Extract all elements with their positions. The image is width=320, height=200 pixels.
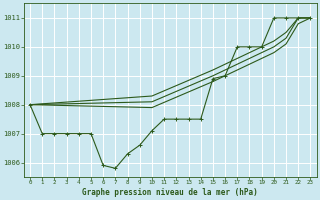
X-axis label: Graphe pression niveau de la mer (hPa): Graphe pression niveau de la mer (hPa) (82, 188, 258, 197)
